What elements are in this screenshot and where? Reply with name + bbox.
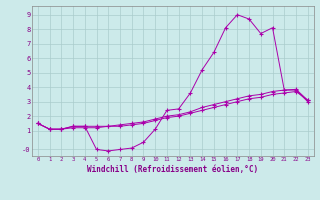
X-axis label: Windchill (Refroidissement éolien,°C): Windchill (Refroidissement éolien,°C) (87, 165, 258, 174)
